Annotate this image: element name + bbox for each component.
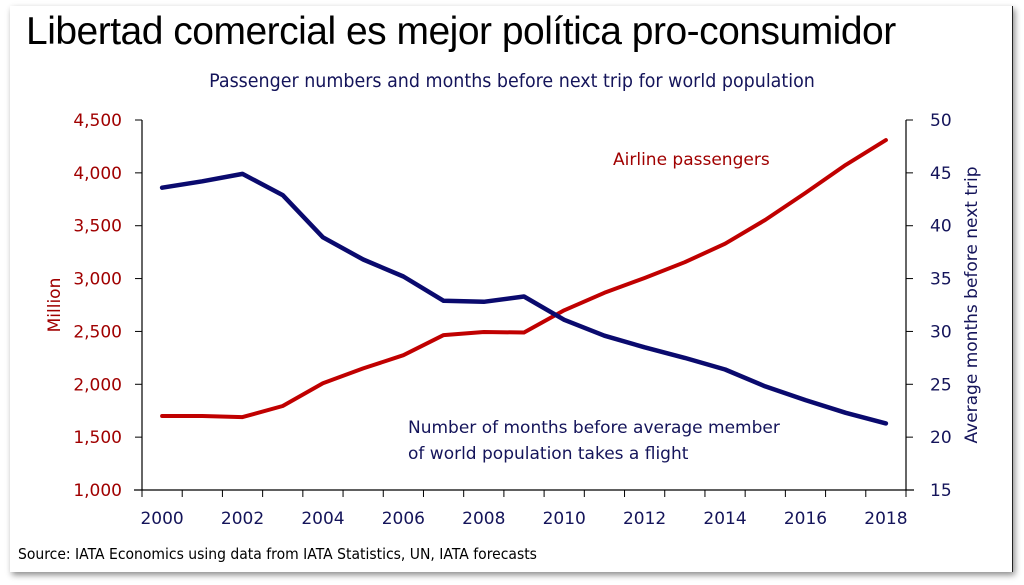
y-tick-label-right: 15: [930, 481, 952, 501]
annotation-airline-passengers: Airline passengers: [613, 150, 770, 170]
x-tick-label: 2008: [462, 509, 505, 529]
y-tick-label-left: 1,000: [73, 481, 122, 501]
y-axis-label-left: Million: [45, 278, 65, 333]
x-tick-label: 2002: [221, 509, 264, 529]
series-lines: [159, 138, 889, 426]
chart-title: Passenger numbers and months before next…: [209, 70, 815, 92]
y-tick-label-right: 50: [930, 111, 952, 131]
slide-title: Libertad comercial es mejor política pro…: [26, 10, 896, 53]
y-tick-label-left: 3,500: [73, 217, 122, 237]
y-tick-label-left: 4,000: [73, 164, 122, 184]
x-tick-label: 2004: [301, 509, 344, 529]
x-tick-label: 2018: [864, 509, 907, 529]
x-tick-label: 2016: [784, 509, 827, 529]
x-tick-label: 2012: [623, 509, 666, 529]
x-tick-label: 2006: [382, 509, 425, 529]
y-tick-label-right: 45: [930, 164, 952, 184]
x-tick-label: 2000: [140, 509, 183, 529]
y-tick-label-left: 1,500: [73, 428, 122, 448]
x-tick-label: 2010: [543, 509, 586, 529]
axes: 1,000 1,500 2,000 2,500 3,000 3,500 4,000 4,500…: [73, 111, 951, 529]
x-tick-label: 2014: [703, 509, 746, 529]
annotation-months-line-1: Number of months before average member: [408, 418, 780, 438]
y-tick-label-right: 25: [930, 375, 952, 395]
y-tick-label-right: 35: [930, 270, 952, 290]
y-tick-label-left: 3,000: [73, 270, 122, 290]
series-line-airline-passengers: [160, 138, 888, 420]
source-note: Source: IATA Economics using data from I…: [18, 545, 537, 563]
y-tick-label-right: 40: [930, 217, 952, 237]
annotation-months-line-2: of world population takes a flight: [408, 444, 689, 464]
y-axis-label-right: Average months before next trip: [962, 167, 982, 444]
y-tick-label-left: 2,000: [73, 375, 122, 395]
slide-frame: [10, 6, 1013, 572]
y-tick-label-left: 2,500: [73, 322, 122, 342]
y-tick-label-right: 20: [930, 428, 952, 448]
y-tick-label-left: 4,500: [73, 111, 122, 131]
y-tick-label-right: 30: [930, 322, 952, 342]
